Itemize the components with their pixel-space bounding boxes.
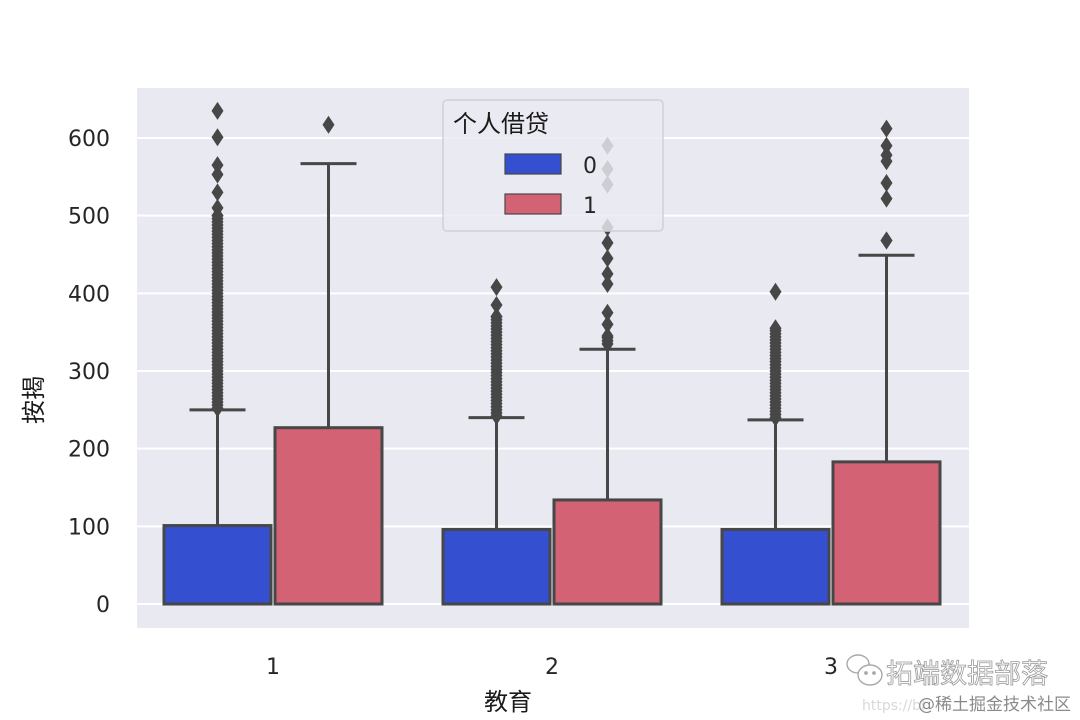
box-edu2-loan0 — [441, 278, 552, 606]
y-tick-label: 400 — [68, 282, 110, 307]
x-axis-label: 教育 — [484, 688, 532, 716]
watermark-credit: @稀土掘金技术社区 — [918, 695, 1071, 715]
outlier-marker — [211, 165, 224, 184]
outlier-marker — [880, 119, 893, 138]
outlier-marker — [769, 319, 782, 338]
legend-title: 个人借贷 — [453, 110, 549, 138]
outlier-marker — [211, 183, 224, 202]
watermark: 拓端数据部落 https://bl @稀土掘金技术社区 — [846, 654, 1071, 715]
y-tick-label: 100 — [68, 515, 110, 540]
legend-label-1: 1 — [583, 194, 597, 219]
outlier-marker — [880, 152, 893, 171]
legend: 个人借贷 0 1 — [442, 99, 664, 232]
y-tick-label: 200 — [68, 438, 110, 463]
outlier-marker — [769, 282, 782, 301]
box-edu3-loan1 — [831, 119, 942, 606]
outlier-marker — [880, 136, 893, 155]
outlier-marker — [601, 303, 614, 322]
outlier-marker — [211, 206, 224, 225]
wechat-icon — [846, 654, 883, 686]
outlier-marker — [322, 115, 335, 134]
outlier-marker — [490, 278, 503, 297]
x-tick-label: 1 — [266, 655, 280, 680]
x-tick-labels: 1 2 3 — [266, 655, 838, 680]
outlier-marker — [211, 101, 224, 120]
legend-label-0: 0 — [583, 154, 597, 179]
outlier-marker — [211, 128, 224, 147]
outlier-marker — [601, 315, 614, 334]
box-edu3-loan0 — [720, 282, 831, 606]
y-tick-labels: 0 100 200 300 400 500 600 — [68, 127, 110, 618]
outlier-marker — [490, 295, 503, 314]
box — [552, 498, 663, 606]
box — [162, 524, 273, 606]
outlier-marker — [601, 233, 614, 252]
x-tick-label: 3 — [824, 655, 838, 680]
legend-swatch-1 — [504, 193, 562, 215]
y-tick-label: 600 — [68, 127, 110, 152]
outlier-marker — [211, 156, 224, 175]
watermark-brand: 拓端数据部落 — [886, 659, 1048, 690]
box — [831, 460, 942, 606]
y-axis-label: 按揭 — [20, 376, 48, 424]
box — [720, 527, 831, 606]
watermark-url: https://bl — [862, 698, 925, 714]
y-tick-label: 300 — [68, 360, 110, 385]
box-edu1-loan0 — [162, 101, 273, 606]
outlier-marker — [601, 249, 614, 268]
box — [273, 426, 384, 606]
legend-swatch-0 — [504, 153, 562, 175]
outlier-marker — [880, 174, 893, 193]
box-edu1-loan1 — [273, 115, 384, 606]
outlier-marker — [490, 307, 503, 326]
box — [441, 527, 552, 606]
outlier-marker — [880, 189, 893, 208]
outlier-marker — [601, 264, 614, 283]
x-tick-label: 2 — [545, 655, 559, 680]
y-tick-label: 0 — [96, 593, 110, 618]
outlier-marker — [601, 327, 614, 346]
outlier-marker — [601, 275, 614, 294]
y-tick-label: 500 — [68, 205, 110, 230]
outlier-marker — [880, 231, 893, 250]
